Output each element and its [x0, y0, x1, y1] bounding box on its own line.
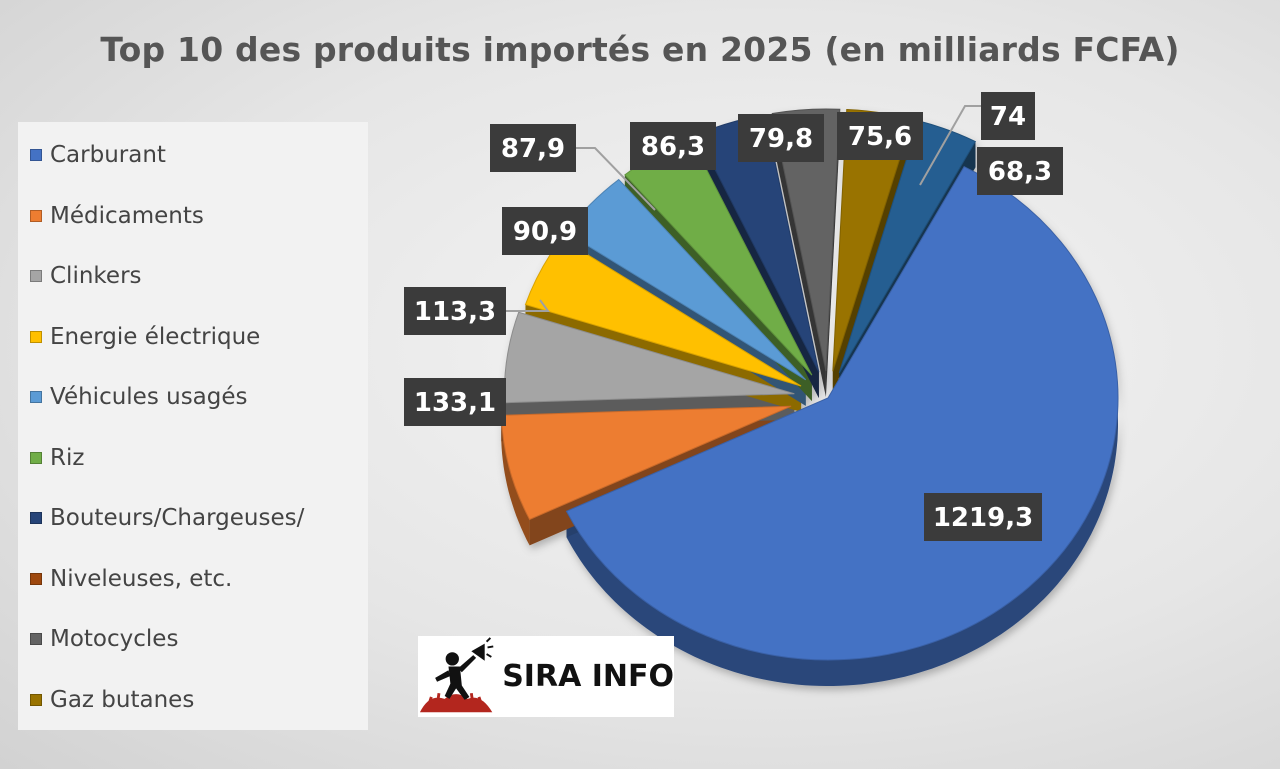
legend-item: Bouteurs/Chargeuses/ [30, 503, 304, 533]
data-label-box [404, 378, 506, 426]
legend-item: Gaz butanes [30, 685, 194, 715]
data-label-box [837, 112, 923, 160]
data-label-box [502, 207, 588, 255]
sira-info-logo: SIRA INFO [418, 636, 674, 717]
legend-swatch [30, 149, 42, 161]
megaphone-person-icon [419, 637, 494, 713]
legend-item: Riz [30, 443, 84, 473]
legend-item: Médicaments [30, 201, 204, 231]
legend-swatch [30, 451, 42, 464]
data-label: 74 [990, 102, 1026, 132]
data-label: 79,8 [749, 124, 813, 154]
data-label: 87,9 [501, 134, 565, 164]
legend-label: Véhicules usagés [50, 384, 248, 410]
chart-legend: Carburant Médicaments Clinkers Energie élec… [18, 122, 368, 730]
legend-label: Bouteurs/Chargeuses/ [50, 505, 305, 531]
data-label: 68,3 [988, 157, 1052, 187]
legend-item: Niveleuses, etc. [30, 564, 232, 594]
data-label: 133,1 [414, 388, 496, 418]
legend-label: Gaz butanes [50, 686, 195, 713]
data-label-box [981, 92, 1035, 140]
legend-item: Clinkers [30, 261, 142, 291]
leader-line [576, 147, 656, 211]
legend-swatch [30, 512, 42, 524]
logo-text: SIRA INFO [502, 659, 674, 694]
legend-label: Motocycles [50, 626, 179, 652]
data-label: 86,3 [641, 132, 705, 162]
data-label: 90,9 [513, 217, 577, 247]
data-label: 1219,3 [933, 503, 1033, 533]
pie-slice-wall [832, 119, 913, 398]
legend-label: Niveleuses, etc. [50, 565, 233, 592]
legend-swatch [30, 209, 42, 222]
data-label-box [404, 287, 506, 335]
data-label: 113,3 [414, 297, 496, 327]
legend-label: Médicaments [50, 202, 204, 229]
legend-item: Motocycles [30, 624, 178, 654]
legend-item: Carburant [30, 140, 166, 170]
legend-label: Energie électrique [50, 323, 261, 350]
legend-item: Véhicules usagés [30, 382, 248, 412]
pie-slice [771, 108, 841, 372]
legend-swatch [30, 270, 42, 282]
pie-slice-wall [772, 113, 826, 397]
leader-line [919, 105, 981, 186]
legend-label: Carburant [50, 142, 166, 168]
legend-swatch [30, 391, 42, 403]
chart-title: Top 10 des produits importés en 2025 (en… [100, 30, 1180, 69]
legend-swatch [30, 572, 42, 585]
legend-label: Riz [50, 444, 85, 471]
legend-swatch [30, 330, 42, 343]
data-label-box [924, 493, 1042, 541]
legend-item: Energie électrique [30, 322, 260, 352]
pie-slice-side [501, 415, 530, 546]
data-label-box [977, 147, 1063, 195]
data-label-box [490, 124, 576, 172]
legend-swatch [30, 633, 42, 645]
legend-swatch [30, 693, 42, 706]
data-label: 75,6 [848, 122, 912, 152]
data-label-box [738, 114, 824, 162]
leader-line [506, 299, 550, 312]
data-label-box [630, 122, 716, 170]
legend-label: Clinkers [50, 263, 142, 289]
